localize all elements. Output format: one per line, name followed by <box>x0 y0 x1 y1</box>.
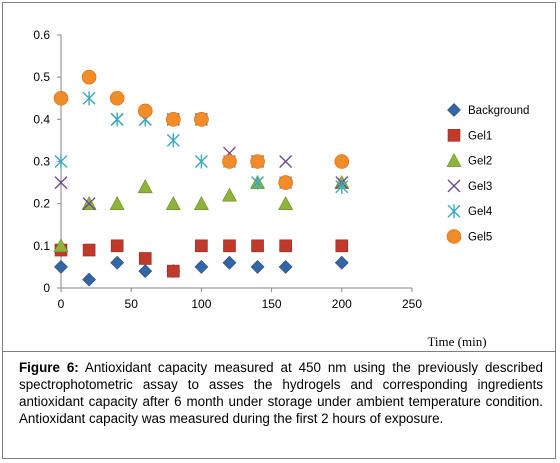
figure-caption: Figure 6: Antioxidant capacity measured … <box>2 352 556 459</box>
data-point <box>81 69 97 85</box>
data-point <box>82 197 96 211</box>
y-tick-label: 0.3 <box>33 155 50 169</box>
data-point <box>194 154 208 169</box>
legend-marker <box>447 179 461 193</box>
y-tick-label: 0.4 <box>33 112 50 126</box>
data-point <box>82 243 96 257</box>
data-point <box>251 239 264 253</box>
data-point <box>53 238 69 253</box>
data-point <box>110 255 125 270</box>
series-gel4 <box>54 91 349 194</box>
legend-entry: Gel4 <box>468 206 493 218</box>
data-point <box>82 272 97 287</box>
data-point <box>221 187 237 202</box>
data-point <box>334 255 349 270</box>
data-point <box>110 112 124 127</box>
data-point <box>250 154 265 169</box>
data-point <box>278 175 293 190</box>
data-point <box>53 90 69 106</box>
data-point <box>194 259 209 274</box>
legend-entry: Gel2 <box>468 156 492 168</box>
data-point <box>222 154 237 169</box>
caption-label: Figure 6: <box>19 360 79 375</box>
x-tick-label: 50 <box>125 297 139 311</box>
data-point <box>109 90 125 106</box>
data-point <box>251 175 265 190</box>
data-point <box>54 154 68 169</box>
data-point <box>166 112 181 127</box>
data-point <box>194 112 209 127</box>
legend-entry: Gel5 <box>468 232 492 244</box>
data-point <box>54 176 68 190</box>
data-point <box>165 196 181 210</box>
x-axis-label: Time (min) <box>427 334 486 349</box>
data-point <box>166 133 180 148</box>
data-point <box>195 239 208 253</box>
x-tick-label: 200 <box>332 297 352 311</box>
legend-entry: Gel1 <box>468 130 492 142</box>
data-point <box>279 155 293 168</box>
data-point <box>278 196 294 210</box>
data-point <box>110 239 124 253</box>
x-tick-label: 0 <box>58 297 65 311</box>
legend-marker <box>447 129 461 142</box>
y-tick-label: 0.6 <box>33 28 50 42</box>
series-gel5 <box>53 69 350 190</box>
data-point <box>137 103 153 119</box>
x-tick-label: 150 <box>262 297 282 311</box>
data-point <box>54 259 68 274</box>
data-point <box>335 239 349 253</box>
data-point <box>278 259 293 274</box>
data-point <box>279 239 292 253</box>
scatter-chart: 0 0.1 0.2 0.3 0.4 0.5 0.6 0 50 100 150 200 250 Backg… <box>33 28 529 349</box>
y-tick-label: 0.1 <box>33 239 50 253</box>
data-point <box>167 264 180 278</box>
legend-entry: Gel3 <box>468 181 492 193</box>
data-point <box>222 255 237 270</box>
chart-frame: 0 0.1 0.2 0.3 0.4 0.5 0.6 0 50 100 150 200 250 Backg… <box>2 2 556 352</box>
series-background <box>54 255 349 287</box>
legend: Background Gel1 Gel2 Gel3 Gel4 Gel5 <box>446 103 529 244</box>
data-point <box>137 179 153 194</box>
y-tick-label: 0.5 <box>33 70 50 84</box>
data-point <box>193 196 209 210</box>
data-point <box>223 239 236 253</box>
legend-marker <box>447 204 461 219</box>
data-point <box>335 179 349 194</box>
legend-marker <box>447 103 461 117</box>
data-point <box>334 154 350 169</box>
x-tick-label: 100 <box>191 297 211 311</box>
data-point <box>138 264 153 279</box>
legend-marker <box>446 229 462 244</box>
legend-entry: Background <box>468 105 529 117</box>
legend-marker <box>446 152 462 167</box>
data-point <box>250 259 265 274</box>
data-point <box>82 91 96 106</box>
y-tick-label: 0 <box>43 281 50 295</box>
data-point <box>138 252 152 265</box>
caption-text: Antioxidant capacity measured at 450 nm … <box>19 360 544 426</box>
tick-labels: 0 0.1 0.2 0.3 0.4 0.5 0.6 0 50 100 150 200 250 <box>33 28 422 311</box>
data-point <box>109 196 125 210</box>
data-points <box>53 69 350 287</box>
x-tick-label: 250 <box>402 297 422 311</box>
y-tick-label: 0.2 <box>33 197 50 211</box>
